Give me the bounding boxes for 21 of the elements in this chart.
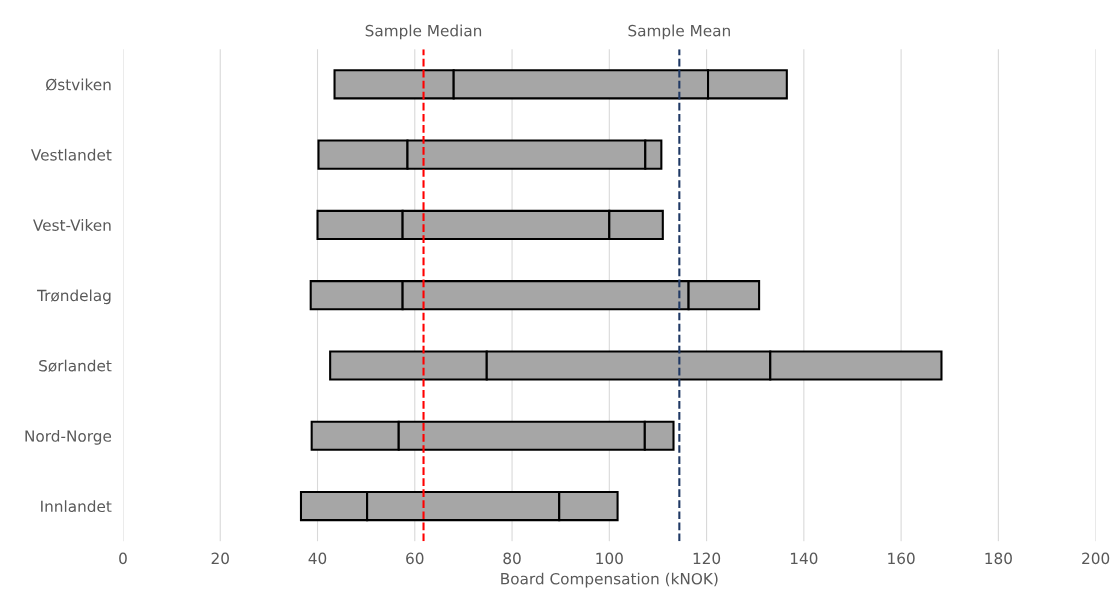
x-tick-label: 160 [888, 552, 915, 565]
x-tick-label: 140 [790, 552, 818, 565]
y-tick-label: Sørlandet [39, 359, 112, 372]
ref-line-label: Sample Mean [628, 24, 730, 40]
x-tick-label: 60 [406, 552, 424, 565]
x-axis-title: Board Compensation (kNOK) [501, 572, 718, 588]
x-tick-label: 200 [1082, 552, 1110, 565]
y-tick-label: Østviken [45, 78, 111, 91]
x-tick-label: 20 [211, 552, 229, 565]
y-tick-label: Vest-Viken [33, 219, 111, 231]
y-tick-label: Vestlandet [30, 148, 112, 161]
x-tick-label: 40 [308, 552, 327, 565]
x-tick-label: 180 [985, 552, 1012, 565]
y-tick-label: Trøndelag [37, 289, 111, 305]
x-tick-label: 0 [119, 552, 127, 565]
x-tick-label: 100 [596, 552, 623, 565]
ref-line-label: Sample Median [365, 24, 482, 40]
x-tick-label: 120 [693, 552, 721, 565]
y-tick-label: Nord-Norge [25, 429, 112, 445]
y-tick-label: Innlandet [41, 500, 112, 513]
x-tick-label: 80 [503, 552, 521, 565]
